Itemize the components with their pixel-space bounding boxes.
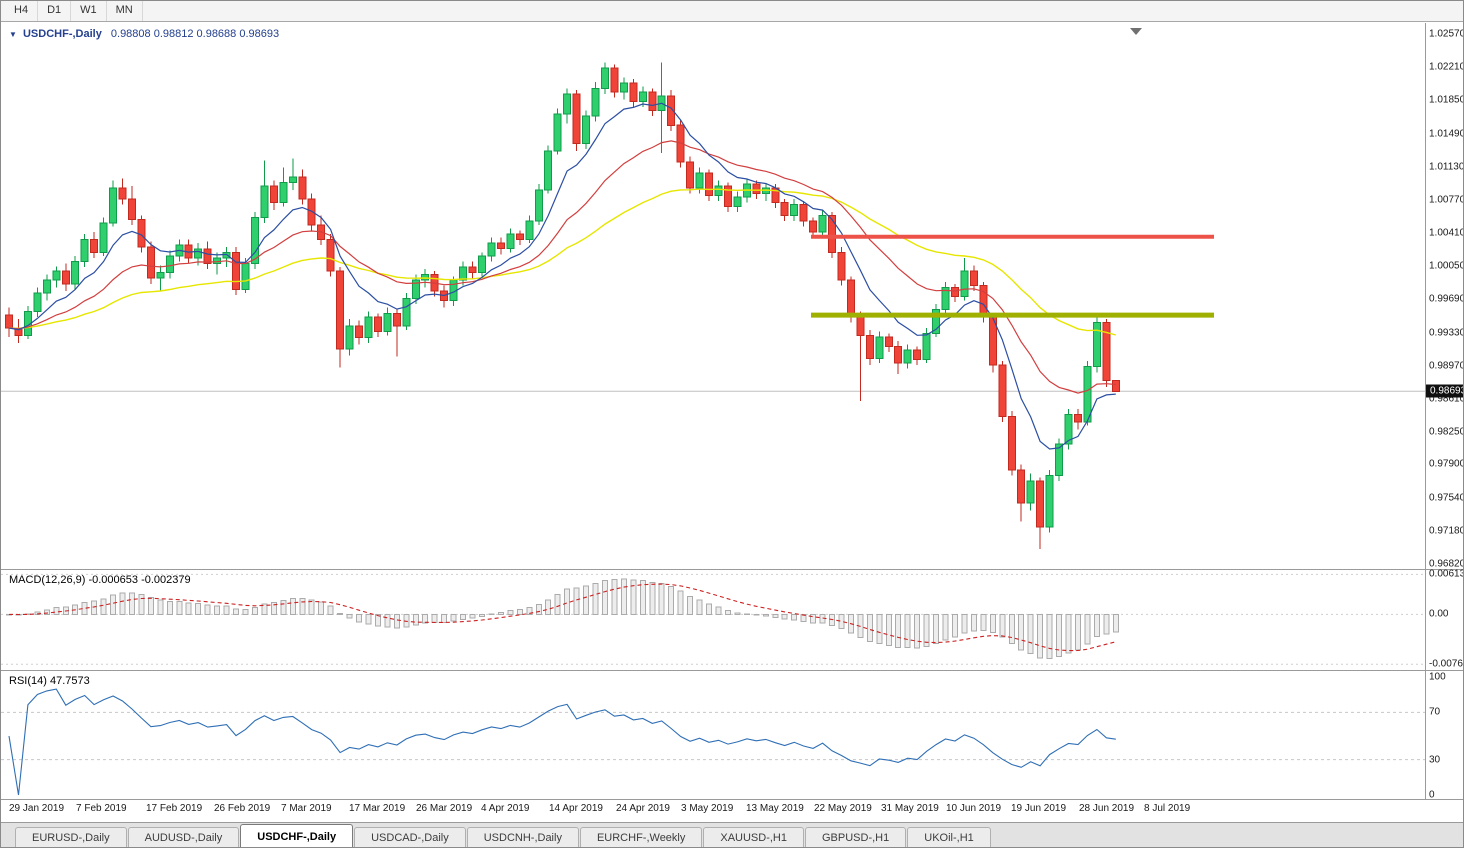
tab-usdcad-daily[interactable]: USDCAD-,Daily [354, 827, 466, 847]
time-axis-label: 13 May 2019 [746, 803, 804, 814]
panel-separator[interactable] [1, 569, 1463, 570]
tab-usdcnh-daily[interactable]: USDCNH-,Daily [466, 827, 579, 847]
price-axis-label: 1.01850 [1429, 94, 1464, 106]
timeframe-button-w1[interactable]: W1 [71, 1, 107, 21]
chart-tabs: EURUSD-,Daily AUDUSD-,Daily USDCHF-,Daily U… [1, 822, 1463, 847]
axis-divider [1425, 23, 1426, 800]
time-axis-label: 14 Apr 2019 [549, 803, 603, 814]
chart-dropdown-icon[interactable]: ▼ [9, 30, 17, 39]
price-axis-label: 0.97180 [1429, 525, 1464, 537]
chart-ohlc-values: 0.98808 0.98812 0.98688 0.98693 [110, 28, 280, 40]
price-axis-label: 1.00410 [1429, 227, 1464, 239]
price-axis-label: 0.96820 [1429, 558, 1464, 570]
timeframe-button-d1[interactable]: D1 [38, 1, 72, 21]
macd-axis-label: 0.00 [1429, 608, 1449, 620]
macd-axis-label: 0.00613 [1429, 568, 1464, 580]
tab-gbpusd-h1[interactable]: GBPUSD-,H1 [805, 827, 907, 847]
price-axis-label: 0.99690 [1429, 293, 1464, 305]
macd-axis-label: -0.0076122 [1429, 658, 1463, 670]
timeframe-button-mn[interactable]: MN [107, 1, 143, 21]
tab-usdchf-daily[interactable]: USDCHF-,Daily [240, 824, 354, 847]
time-axis-label: 26 Feb 2019 [214, 803, 271, 814]
macd-label: MACD(12,26,9) -0.000653 -0.002379 [9, 574, 191, 586]
time-axis-label: 24 Apr 2019 [616, 803, 670, 814]
time-axis-label: 29 Jan 2019 [9, 803, 65, 814]
price-axis-label: 1.01130 [1429, 161, 1464, 173]
price-axis-label: 0.97900 [1429, 458, 1464, 470]
chart-shift-icon[interactable] [1130, 28, 1142, 35]
price-axis-label: 0.98610 [1429, 393, 1464, 405]
tab-ukoil-h1[interactable]: UKOil-,H1 [907, 827, 991, 847]
tab-eurusd-daily[interactable]: EURUSD-,Daily [15, 827, 127, 847]
price-chart-canvas[interactable] [1, 23, 1425, 569]
tab-xauusd-h1[interactable]: XAUUSD-,H1 [703, 827, 804, 847]
time-axis-label: 8 Jul 2019 [1144, 803, 1191, 814]
time-axis-label: 3 May 2019 [681, 803, 734, 814]
time-axis-label: 10 Jun 2019 [946, 803, 1002, 814]
price-axis-label: 0.97540 [1429, 492, 1464, 504]
rsi-chart-canvas[interactable] [1, 671, 1425, 799]
chart-symbol-label: USDCHF-,Daily [22, 28, 102, 40]
rsi-axis-label: 100 [1429, 671, 1446, 683]
time-axis-label: 7 Feb 2019 [76, 803, 127, 814]
tab-audusd-daily[interactable]: AUDUSD-,Daily [127, 827, 240, 847]
price-axis-label: 1.02570 [1429, 28, 1464, 40]
rsi-axis-label: 70 [1429, 706, 1441, 718]
price-axis-label: 0.98970 [1429, 360, 1464, 372]
time-axis-label: 17 Mar 2019 [349, 803, 406, 814]
rsi-label: RSI(14) 47.7573 [9, 675, 90, 687]
last-price-tag: 0.98693 [1426, 384, 1463, 398]
price-axis-label: 0.99330 [1429, 327, 1464, 339]
price-axis-label: 1.00770 [1429, 194, 1464, 206]
time-axis-label: 7 Mar 2019 [281, 803, 332, 814]
tab-eurchf-weekly[interactable]: EURCHF-,Weekly [579, 827, 703, 847]
price-axis-label: 1.02210 [1429, 61, 1464, 73]
panel-separator [1, 799, 1463, 800]
price-axis-label: 1.01490 [1429, 128, 1464, 140]
rsi-axis-label: 30 [1429, 754, 1441, 766]
rsi-axis-label: 0 [1429, 789, 1435, 801]
price-axis-label: 0.98250 [1429, 426, 1464, 438]
timeframe-button-h4[interactable]: H4 [5, 1, 39, 21]
chart-header: ▼ USDCHF-,Daily 0.98808 0.98812 0.98688 … [9, 28, 279, 40]
timeframe-toolbar: H4 D1 W1 MN [1, 1, 1463, 22]
time-axis-label: 17 Feb 2019 [146, 803, 203, 814]
time-axis-label: 19 Jun 2019 [1011, 803, 1067, 814]
macd-chart-canvas[interactable] [1, 570, 1425, 670]
price-axis-label: 1.00050 [1429, 260, 1464, 272]
panel-separator[interactable] [1, 670, 1463, 671]
time-axis-label: 26 Mar 2019 [416, 803, 473, 814]
time-axis-label: 4 Apr 2019 [481, 803, 530, 814]
time-axis-label: 28 Jun 2019 [1079, 803, 1135, 814]
time-axis-label: 22 May 2019 [814, 803, 872, 814]
time-axis-label: 31 May 2019 [881, 803, 939, 814]
